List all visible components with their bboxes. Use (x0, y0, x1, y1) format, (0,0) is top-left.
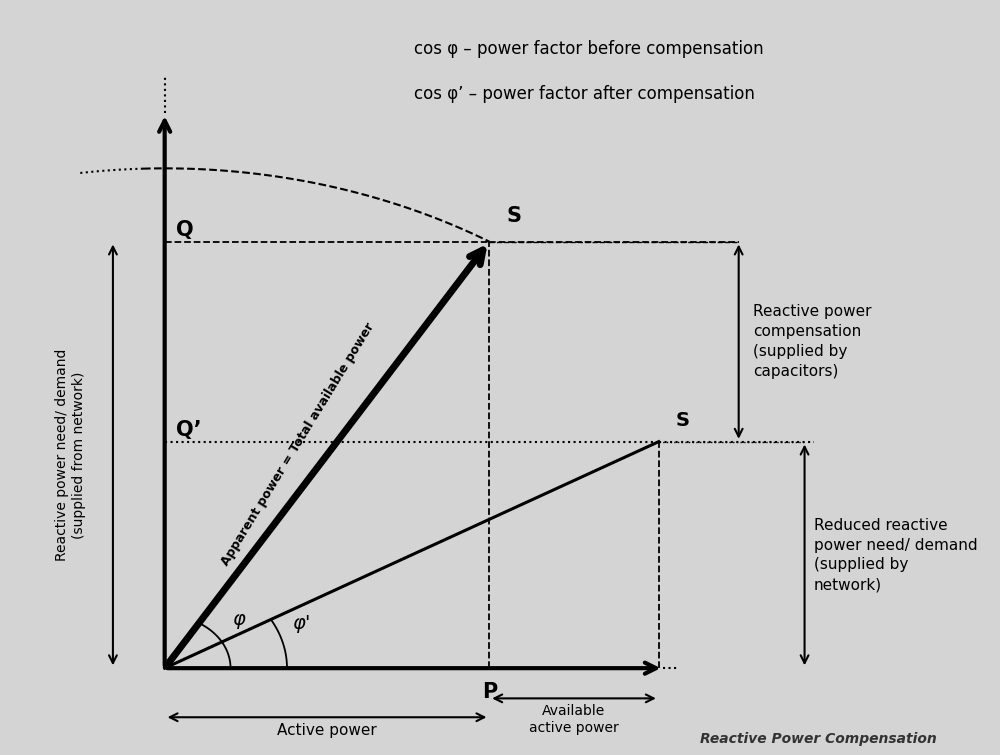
Text: $\varphi$': $\varphi$' (292, 613, 311, 636)
Text: Reactive power
compensation
(supplied by
capacitors): Reactive power compensation (supplied by… (753, 304, 871, 379)
Text: Reduced reactive
power need/ demand
(supplied by
network): Reduced reactive power need/ demand (sup… (814, 518, 978, 592)
Text: Available
active power: Available active power (529, 704, 619, 735)
Text: $\varphi$: $\varphi$ (232, 612, 246, 631)
Text: Active power: Active power (277, 723, 377, 738)
Text: Apparent power = Total available power: Apparent power = Total available power (219, 320, 377, 568)
Text: cos φ’ – power factor after compensation: cos φ’ – power factor after compensation (414, 85, 755, 103)
Text: S: S (506, 207, 521, 226)
Text: S: S (676, 411, 690, 430)
Text: Reactive Power Compensation: Reactive Power Compensation (700, 732, 936, 746)
Text: Q’: Q’ (176, 421, 202, 440)
Text: P: P (482, 682, 497, 701)
Text: Q: Q (176, 220, 194, 240)
Text: Reactive power need/ demand
(supplied from network): Reactive power need/ demand (supplied fr… (55, 349, 86, 561)
Text: cos φ – power factor before compensation: cos φ – power factor before compensation (414, 40, 764, 58)
